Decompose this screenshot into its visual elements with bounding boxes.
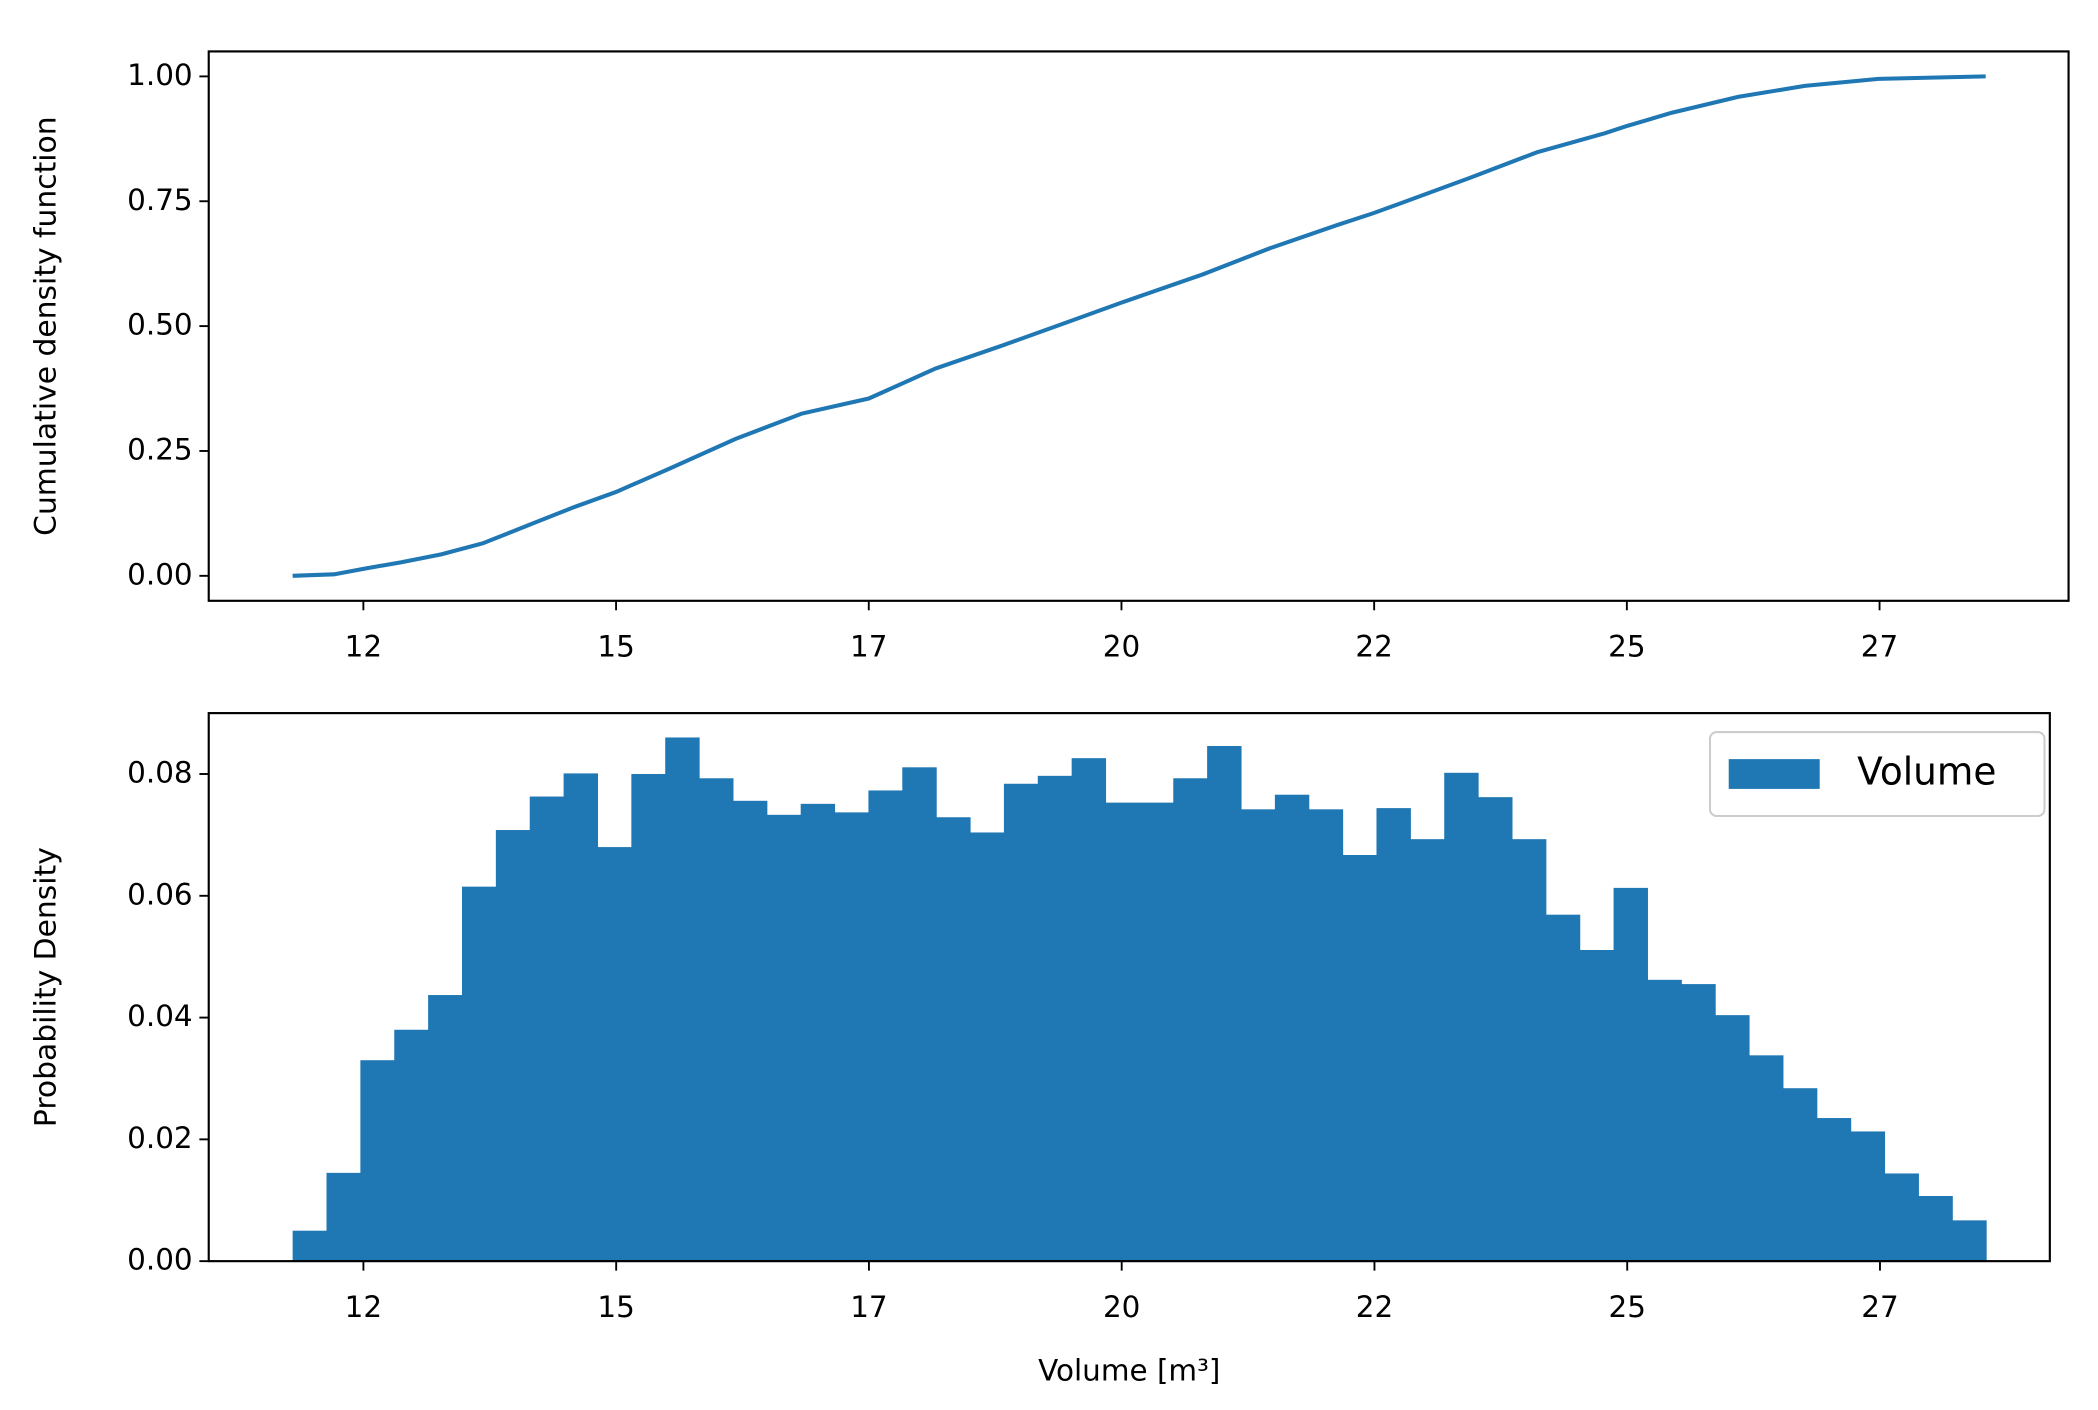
legend-swatch bbox=[1728, 759, 1820, 789]
histogram-bar bbox=[1478, 797, 1513, 1262]
x-tick-label: 22 bbox=[1355, 630, 1392, 664]
histogram-bar bbox=[597, 847, 632, 1262]
histogram-bar bbox=[1241, 809, 1276, 1262]
histogram-bar bbox=[428, 995, 463, 1262]
histogram-bar bbox=[1850, 1131, 1886, 1262]
x-tick-label: 22 bbox=[1356, 1290, 1393, 1324]
histogram-bar bbox=[1782, 1088, 1818, 1262]
histogram-bar bbox=[1952, 1220, 1987, 1262]
axes-frame bbox=[207, 712, 2051, 1263]
histogram-bar bbox=[902, 767, 937, 1262]
y-tick-label: 0.06 bbox=[127, 877, 193, 911]
histogram-bar bbox=[699, 778, 734, 1262]
y-tick-label: 0.25 bbox=[127, 432, 193, 466]
histogram-bar bbox=[1681, 984, 1716, 1262]
histogram-bar bbox=[563, 773, 599, 1262]
x-tick-label: 12 bbox=[345, 1290, 382, 1324]
y-tick-label: 0.00 bbox=[127, 1243, 193, 1277]
y-tick-label: 0.08 bbox=[127, 755, 193, 789]
x-tick-label: 20 bbox=[1103, 630, 1140, 664]
histogram-bar bbox=[665, 737, 700, 1262]
x-tick-label: 15 bbox=[597, 630, 634, 664]
histogram-bar bbox=[360, 1060, 395, 1262]
histogram-bar bbox=[1376, 808, 1411, 1262]
x-axis-label: Volume [m³] bbox=[1038, 1354, 1220, 1388]
y-tick-label: 0.50 bbox=[127, 308, 193, 342]
legend: Volume bbox=[1708, 731, 2046, 817]
histogram-bar bbox=[1003, 783, 1039, 1262]
histogram-bar bbox=[1139, 802, 1174, 1262]
histogram-bar bbox=[1410, 839, 1445, 1262]
histogram-bar bbox=[631, 774, 666, 1262]
histogram-bar bbox=[495, 830, 531, 1262]
histogram-bar bbox=[1918, 1195, 1953, 1262]
legend-box bbox=[1708, 731, 2046, 817]
histogram-bar bbox=[970, 832, 1005, 1262]
histogram-bar bbox=[1105, 802, 1140, 1262]
histogram-bar bbox=[1037, 775, 1073, 1262]
legend-label: Volume bbox=[1857, 749, 1996, 793]
x-tick-label: 17 bbox=[850, 630, 887, 664]
histogram-bar bbox=[1613, 887, 1648, 1262]
histogram-bar bbox=[936, 817, 971, 1262]
histogram-bar bbox=[1579, 949, 1615, 1262]
y-tick-label: 0.04 bbox=[127, 999, 193, 1033]
x-tick-label: 15 bbox=[597, 1290, 634, 1324]
histogram-bar bbox=[1511, 839, 1547, 1262]
x-tick-label: 20 bbox=[1103, 1290, 1140, 1324]
histogram-bar bbox=[1444, 772, 1479, 1262]
histogram-bar bbox=[292, 1230, 328, 1262]
histogram-bar bbox=[1071, 758, 1107, 1262]
histogram-bar bbox=[834, 812, 869, 1262]
histogram-bar bbox=[1342, 854, 1378, 1262]
histogram-bar bbox=[326, 1172, 361, 1262]
histogram-bar bbox=[1308, 809, 1344, 1262]
y-tick-label: 0.75 bbox=[127, 183, 193, 217]
histogram-bar bbox=[1749, 1055, 1784, 1262]
histogram-bar bbox=[1545, 914, 1581, 1262]
histogram-bar bbox=[1207, 746, 1242, 1262]
histogram-bar bbox=[868, 790, 903, 1262]
x-tick-label: 17 bbox=[850, 1290, 887, 1324]
histogram-bar bbox=[461, 886, 497, 1262]
y-axis-label: Cumulative density function bbox=[28, 116, 62, 535]
histogram-bar bbox=[1274, 794, 1310, 1262]
histogram-bar bbox=[1816, 1118, 1852, 1262]
x-tick-label: 25 bbox=[1608, 630, 1645, 664]
histogram-bar bbox=[529, 796, 565, 1262]
x-tick-label: 27 bbox=[1861, 630, 1898, 664]
y-tick-label: 1.00 bbox=[127, 58, 193, 92]
histogram-bar bbox=[394, 1029, 429, 1262]
histogram-bar bbox=[800, 803, 836, 1262]
histogram-bar bbox=[1647, 979, 1682, 1262]
histogram-bar bbox=[732, 800, 768, 1262]
x-tick-label: 12 bbox=[345, 630, 382, 664]
y-axis-label: Probability Density bbox=[28, 847, 62, 1127]
y-tick-label: 0.00 bbox=[127, 557, 193, 591]
histogram-bar bbox=[1715, 1015, 1750, 1262]
x-tick-label: 25 bbox=[1608, 1290, 1645, 1324]
x-tick-label: 27 bbox=[1861, 1290, 1898, 1324]
histogram-bar bbox=[1884, 1173, 1919, 1262]
histogram-bar bbox=[1173, 778, 1208, 1262]
y-tick-label: 0.02 bbox=[127, 1121, 193, 1155]
cdf-line bbox=[292, 74, 1986, 578]
histogram-bar bbox=[766, 814, 802, 1262]
